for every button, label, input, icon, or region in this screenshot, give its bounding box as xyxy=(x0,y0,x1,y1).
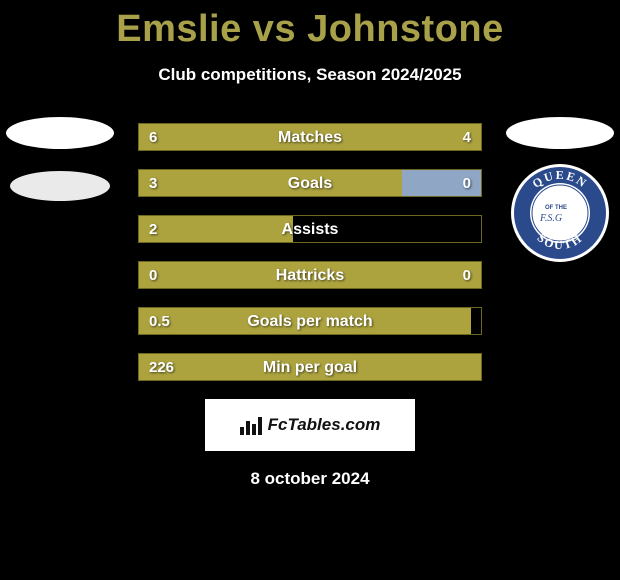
page-title: Emslie vs Johnstone xyxy=(0,0,620,51)
bars-container: Matches64Goals30Assists2Hattricks00Goals… xyxy=(138,123,482,381)
stat-value-right: 4 xyxy=(463,124,471,152)
placeholder-shape xyxy=(6,117,114,149)
stat-value-left: 2 xyxy=(149,216,157,244)
svg-text:F.S.G: F.S.G xyxy=(539,213,562,224)
date-label: 8 october 2024 xyxy=(0,469,620,489)
stat-row: Goals per match0.5 xyxy=(138,307,482,335)
comparison-chart: QUEEN SOUTH OF THE F.S.G Matches6 4 Goals3… xyxy=(0,123,620,381)
brand-label: FcTables.com xyxy=(240,415,381,435)
stat-value-left: 226 xyxy=(149,354,174,382)
stat-value-left: 6 xyxy=(149,124,157,152)
stat-label: Hattricks xyxy=(139,262,481,290)
brand-footer: FcTables.com xyxy=(205,399,415,451)
stat-value-right: 0 xyxy=(463,170,471,198)
stat-value-right: 0 xyxy=(463,262,471,290)
stat-value-left: 0.5 xyxy=(149,308,170,336)
svg-text:OF THE: OF THE xyxy=(545,205,567,211)
stat-value-left: 3 xyxy=(149,170,157,198)
stat-label: Matches xyxy=(139,124,481,152)
stat-label: Goals per match xyxy=(139,308,481,336)
player-left-placeholder xyxy=(6,117,114,247)
subtitle: Club competitions, Season 2024/2025 xyxy=(0,65,620,85)
placeholder-shape xyxy=(10,171,110,201)
stat-row: Assists2 xyxy=(138,215,482,243)
brand-text: FcTables.com xyxy=(268,415,381,435)
stat-row: Goals3 0 xyxy=(138,169,482,197)
stat-row: Matches6 4 xyxy=(138,123,482,151)
stat-row: Hattricks0 0 xyxy=(138,261,482,289)
stat-label: Goals xyxy=(139,170,481,198)
placeholder-shape xyxy=(506,117,614,149)
stat-label: Min per goal xyxy=(139,354,481,382)
player-right-placeholder: QUEEN SOUTH OF THE F.S.G xyxy=(506,117,614,247)
club-badge-right: QUEEN SOUTH OF THE F.S.G xyxy=(510,163,610,263)
stat-row: Min per goal226 xyxy=(138,353,482,381)
bar-chart-icon xyxy=(240,415,262,435)
stat-label: Assists xyxy=(139,216,481,244)
stat-value-left: 0 xyxy=(149,262,157,290)
